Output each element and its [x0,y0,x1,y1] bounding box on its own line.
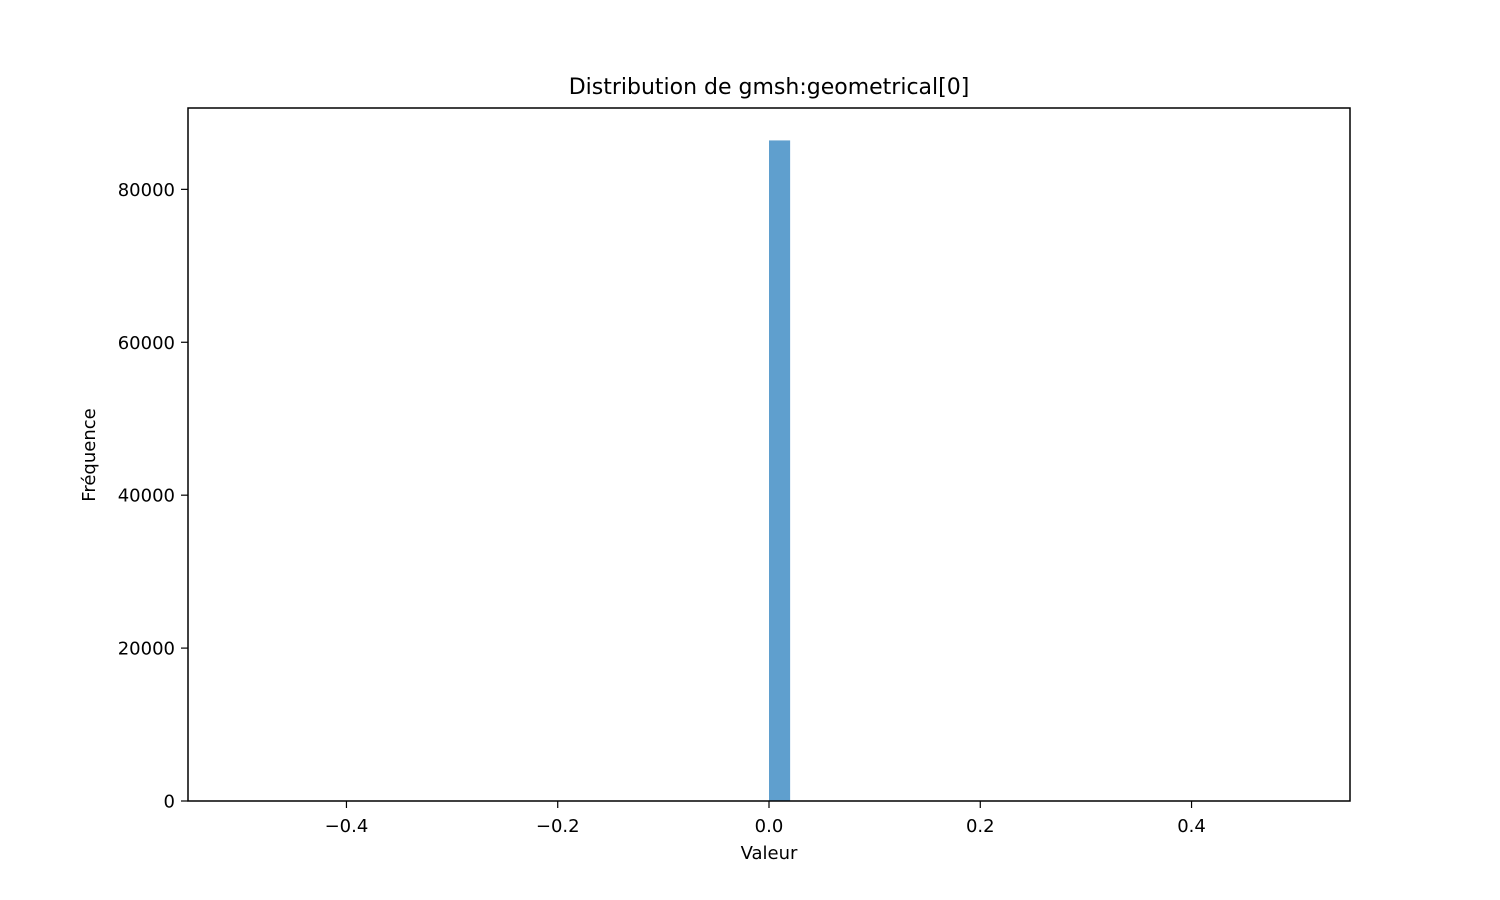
x-tick-label: 0.4 [1177,816,1206,837]
y-tick-label: 20000 [118,639,175,660]
x-axis-ticks: −0.4 −0.2 0.0 0.2 0.4 [325,801,1206,837]
plot-frame [187,107,1351,802]
y-tick-label: 60000 [118,333,175,354]
x-tick-label: −0.2 [536,816,580,837]
histogram-bar [769,140,791,801]
x-tick-label: 0.2 [966,816,995,837]
x-tick-label: 0.0 [755,816,784,837]
x-axis-label: Valeur [741,843,798,864]
chart-title: Distribution de gmsh:geometrical[0] [569,75,970,100]
x-tick-label: −0.4 [325,816,369,837]
y-tick-label: 0 [164,792,175,813]
y-axis-label: Fréquence [79,408,100,501]
y-tick-label: 40000 [118,486,175,507]
bars-group [769,140,791,801]
y-tick-label: 80000 [118,180,175,201]
y-axis-ticks: 0 20000 40000 60000 80000 [118,180,188,813]
